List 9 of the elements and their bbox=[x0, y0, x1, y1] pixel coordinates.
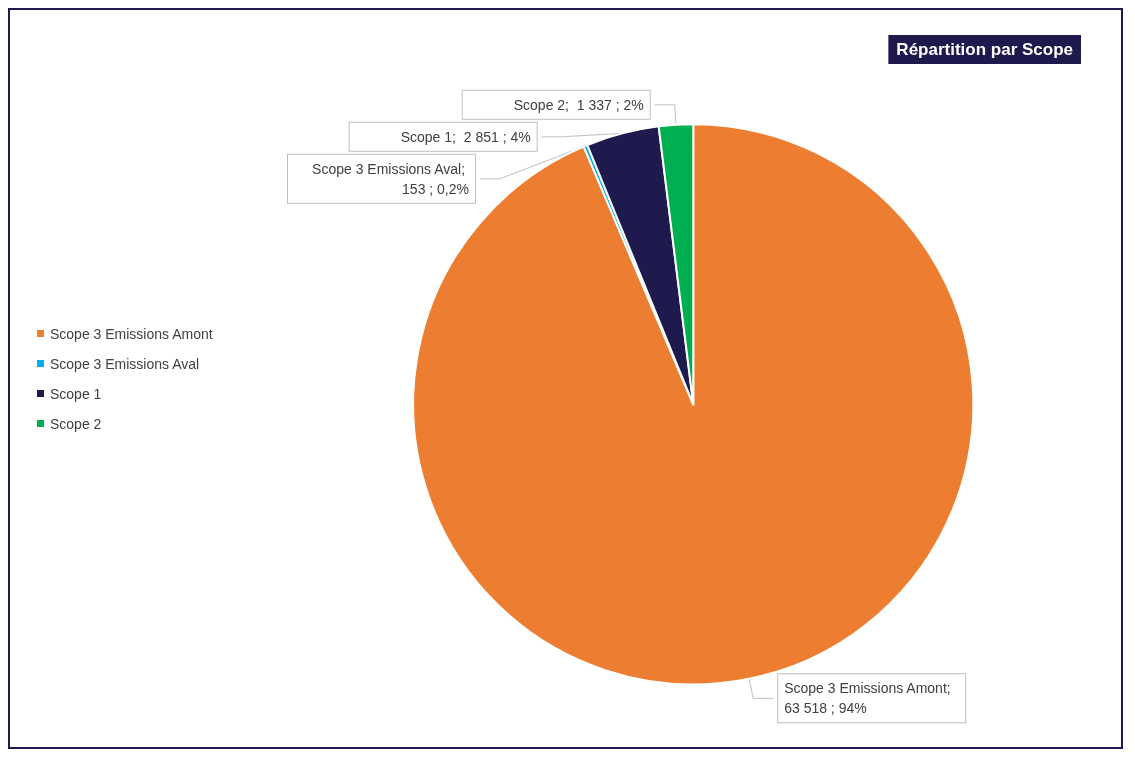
data-label: Scope 3 Emissions Amont; 63 518 ; 94% bbox=[784, 680, 955, 717]
legend-label: Scope 3 Emissions Amont bbox=[50, 325, 213, 342]
data-label: Scope 2; 1 337 ; 2% bbox=[513, 96, 644, 113]
chart-title: Répartition par Scope bbox=[896, 40, 1073, 59]
legend-label: Scope 1 bbox=[50, 385, 102, 402]
legend-label: Scope 3 Emissions Aval bbox=[50, 355, 200, 372]
data-label: Scope 1; 2 851 ; 4% bbox=[400, 128, 531, 145]
data-label: Scope 3 Emissions Aval; 153 ; 0,2% bbox=[312, 160, 469, 197]
legend-label: Scope 2 bbox=[50, 415, 102, 432]
